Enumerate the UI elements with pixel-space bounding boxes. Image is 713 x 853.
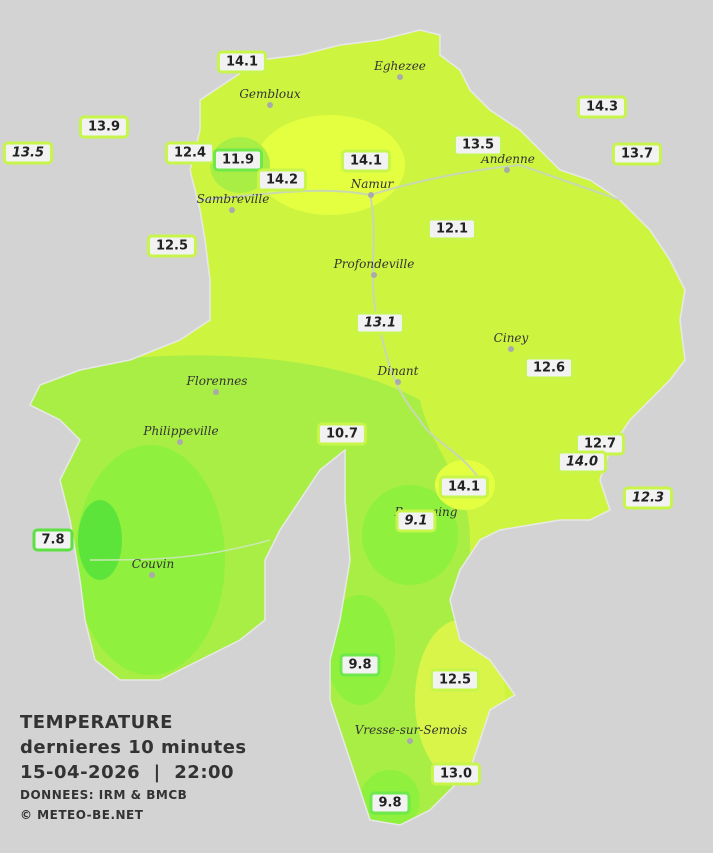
legend-source: DONNEES: IRM & BMCB [20,788,188,802]
station-label: 12.3 [622,486,674,510]
city-name: Florennes [186,374,248,388]
city-name: Gembloux [239,87,301,101]
station-label: 9.8 [369,791,411,815]
station-label: 7.8 [32,528,74,552]
city-dot [149,572,155,578]
city-name: Philippeville [143,424,219,438]
station-label: 9.8 [339,653,381,677]
city-name: Vresse-sur-Semois [354,723,468,737]
city-name: Profondeville [333,257,415,271]
legend: TEMPERATURE dernieres 10 minutes 15-04-2… [20,710,247,825]
river [369,194,481,481]
city-dot [267,102,273,108]
station-label: 14.1 [438,475,490,499]
station-label: 12.5 [146,234,198,258]
station-label: 13.5 [452,133,504,157]
station-label: 13.1 [354,311,406,335]
city-dot [397,74,403,80]
station-label: 14.3 [576,95,628,119]
station-label: 13.5 [2,141,54,165]
station-label: 10.7 [316,422,368,446]
legend-copyright: © METEO-BE.NET [20,808,144,822]
city-dot [395,379,401,385]
station-label: 12.4 [164,141,216,165]
city-dot [213,389,219,395]
station-label: 9.1 [395,509,437,533]
station-label: 14.1 [216,50,268,74]
city-name: Eghezee [374,59,426,73]
city-name: Ciney [493,331,529,345]
city-name: Sambreville [196,192,270,206]
station-label: 12.5 [429,668,481,692]
border-line [89,539,271,561]
city-dot [371,272,377,278]
station-label: 13.0 [430,762,482,786]
legend-datetime: 15-04-2026 | 22:00 [20,762,235,783]
city-dot [508,346,514,352]
station-label: 14.1 [340,149,392,173]
legend-title: TEMPERATURE [20,712,173,733]
station-label: 14.2 [256,168,308,192]
city-dot [177,439,183,445]
legend-subtitle: dernieres 10 minutes [20,737,247,758]
station-label: 13.7 [611,142,663,166]
city-dot [229,207,235,213]
station-label: 11.9 [212,148,264,172]
station-label: 12.1 [426,217,478,241]
city-name: Namur [350,177,394,191]
station-label: 14.0 [556,450,608,474]
city-dot [368,192,374,198]
city-name: Dinant [377,364,419,378]
city-dot [407,738,413,744]
station-label: 13.9 [78,115,130,139]
station-label: 12.6 [523,356,575,380]
city-name: Couvin [131,557,175,571]
city-dot [504,167,510,173]
